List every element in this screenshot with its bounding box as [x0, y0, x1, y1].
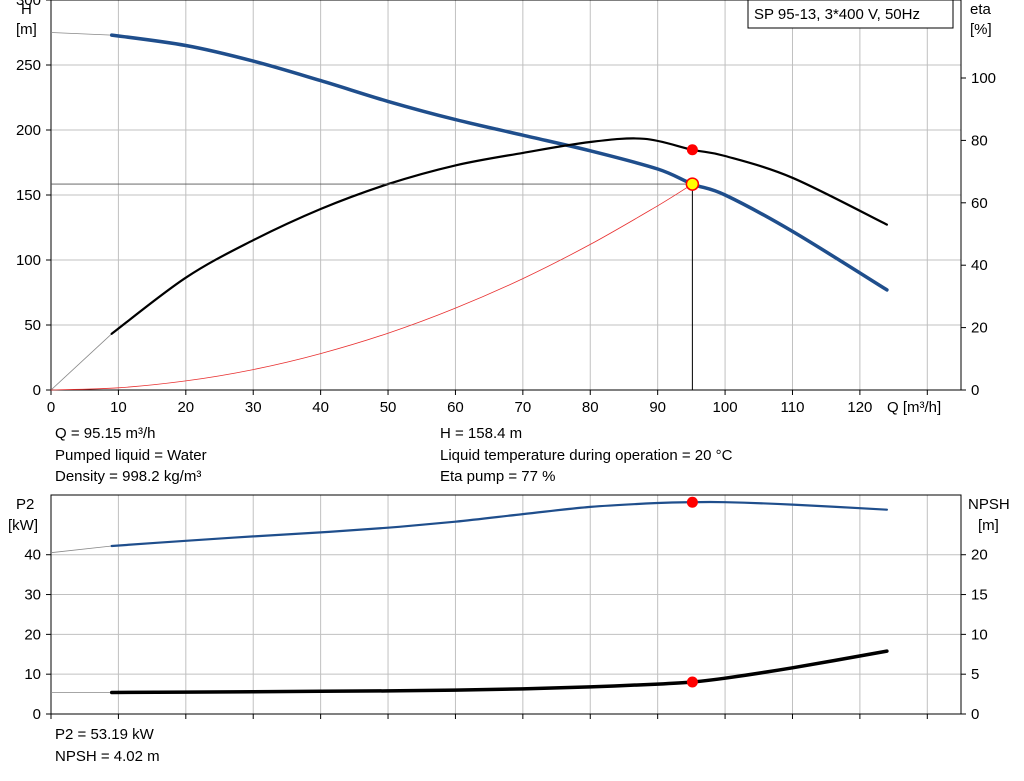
bottom-y-left-tick-label: 0: [33, 706, 41, 723]
top-head-line: [109, 33, 889, 292]
top-y-right-tick-label: 40: [971, 257, 988, 274]
top-grid: [51, 0, 961, 390]
top-y-left-tick-label: 200: [16, 122, 41, 139]
top-y-left-tick-label: 0: [33, 382, 41, 399]
bottom-y-right-tick-label: 0: [971, 706, 979, 723]
x-tick-label: 100: [713, 399, 738, 416]
x-tick-label: 70: [515, 399, 532, 416]
top-y-right-tick-label: 60: [971, 195, 988, 212]
bottom-y-left-tick-label: 20: [24, 626, 41, 643]
bottom-npsh-line: [109, 649, 889, 695]
model-label-box: [747, 0, 954, 29]
top-y-left-tick-label: 150: [16, 187, 41, 204]
info-h: H = 158.4 m: [440, 425, 522, 442]
y-left-label-top-1: H: [21, 1, 32, 18]
x-tick-label: 0: [47, 399, 55, 416]
top-y-left-tick-label: 250: [16, 57, 41, 74]
p2-operating-dot: [686, 496, 698, 508]
x-tick-label: 120: [847, 399, 872, 416]
info-temp: Liquid temperature during operation = 20…: [440, 447, 733, 464]
top-y-left-tick-label: 300: [16, 0, 41, 9]
bottom-y-left-tick-label: 10: [24, 666, 41, 683]
top-y-left-tick-label: 50: [24, 317, 41, 334]
x-tick-label: 80: [582, 399, 599, 416]
info-q: Q = 95.15 m³/h: [55, 425, 155, 442]
top-y-right-tick-label: 80: [971, 132, 988, 149]
x-axis-label: Q [m³/h]: [887, 399, 941, 416]
npsh-operating-dot: [686, 676, 698, 688]
y-left-label-top-2: [m]: [16, 21, 37, 38]
info-liquid: Pumped liquid = Water: [55, 447, 207, 464]
y-right-label-top-1: eta: [970, 1, 992, 18]
top-head-extrapolation: [50, 32, 112, 36]
top-y-right-tick-label: 0: [971, 382, 979, 399]
bottom-y-left-tick-label: 30: [24, 587, 41, 604]
x-tick-label: 50: [380, 399, 397, 416]
bottom-p2-extrapolation: [50, 545, 112, 554]
bottom-y-right-tick-label: 10: [971, 626, 988, 643]
top-y-right-tick-label: 20: [971, 320, 988, 337]
model-label: SP 95-13, 3*400 V, 50Hz: [754, 6, 920, 23]
bottom-ticks: 0 10 20 30 40 0 5 10 15 20: [24, 547, 987, 723]
y-left-label-bottom-2: [kW]: [8, 517, 38, 534]
top-y-right-tick-label: 100: [971, 70, 996, 87]
bottom-series: [50, 500, 889, 695]
info-density: Density = 998.2 kg/m³: [55, 468, 201, 485]
bottom-markers: [686, 496, 698, 688]
info-npsh: NPSH = 4.02 m: [55, 748, 160, 765]
bottom-y-right-tick-label: 20: [971, 547, 988, 564]
y-right-label-top-2: [%]: [970, 21, 992, 38]
bottom-y-right-tick-label: 15: [971, 587, 988, 604]
bottom-plot-frame: [50, 494, 962, 715]
head-operating-dot: [685, 177, 700, 191]
top-system-line: [50, 183, 693, 391]
x-tick-label: 110: [781, 399, 805, 416]
info-p2: P2 = 53.19 kW: [55, 726, 155, 743]
top-eta-extrapolation: [50, 333, 112, 391]
bottom-y-left-tick-label: 40: [24, 547, 41, 564]
x-tick-label: 60: [447, 399, 464, 416]
bottom-grid: [51, 495, 961, 714]
y-left-label-bottom-1: P2: [16, 496, 34, 513]
info-eta: Eta pump = 77 %: [440, 468, 556, 485]
top-markers: [51, 144, 700, 390]
top-series: [50, 32, 889, 391]
top-y-left-tick-label: 100: [16, 252, 41, 269]
x-tick-label: 30: [245, 399, 262, 416]
y-right-label-bottom-2: [m]: [978, 517, 999, 534]
x-tick-label: 90: [649, 399, 666, 416]
top-ticks: 0 50 100 150 200 250 300 0 20 40 60 80 100 0 10 20 30 40 5…: [16, 0, 996, 416]
bottom-y-right-tick-label: 5: [971, 666, 979, 683]
bottom-p2-line: [110, 500, 888, 548]
y-right-label-bottom-1: NPSH: [968, 496, 1010, 513]
eta-operating-dot: [686, 144, 698, 156]
x-tick-label: 10: [110, 399, 127, 416]
x-tick-label: 40: [312, 399, 329, 416]
top-eta-line: [110, 137, 888, 335]
x-tick-label: 20: [177, 399, 194, 416]
